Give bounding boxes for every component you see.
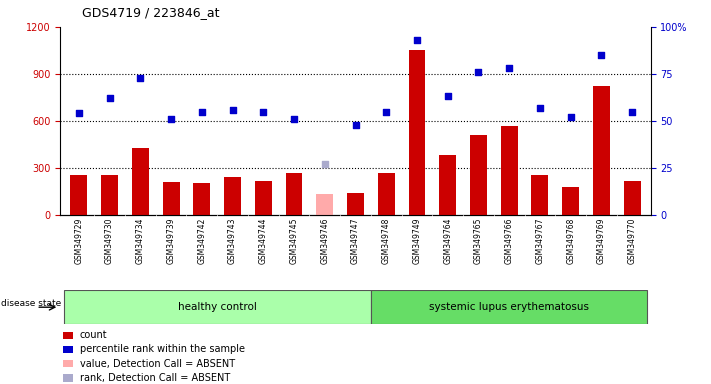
Bar <box>286 173 302 215</box>
Bar <box>347 193 364 215</box>
Bar <box>255 180 272 215</box>
Text: GSM349769: GSM349769 <box>597 217 606 264</box>
Point <box>503 65 515 71</box>
Bar <box>101 175 118 215</box>
Text: GSM349748: GSM349748 <box>382 217 391 264</box>
Bar <box>470 135 487 215</box>
Point <box>350 122 361 128</box>
Point <box>596 52 607 58</box>
Text: value, Detection Call = ABSENT: value, Detection Call = ABSENT <box>80 359 235 369</box>
Point <box>411 37 422 43</box>
Text: GSM349742: GSM349742 <box>198 217 206 264</box>
Bar <box>562 187 579 215</box>
Bar <box>132 147 149 215</box>
Point <box>380 109 392 115</box>
Bar <box>63 374 73 382</box>
Point <box>257 109 269 115</box>
Bar <box>193 183 210 215</box>
Bar <box>371 290 648 324</box>
Bar <box>63 290 371 324</box>
Text: percentile rank within the sample: percentile rank within the sample <box>80 344 245 354</box>
Text: GSM349766: GSM349766 <box>505 217 513 264</box>
Bar <box>224 177 241 215</box>
Text: disease state: disease state <box>1 299 61 308</box>
Point <box>104 95 115 101</box>
Text: GSM349730: GSM349730 <box>105 217 114 264</box>
Text: systemic lupus erythematosus: systemic lupus erythematosus <box>429 302 589 312</box>
Text: GSM349767: GSM349767 <box>535 217 545 264</box>
Bar <box>593 86 610 215</box>
Text: GSM349734: GSM349734 <box>136 217 145 264</box>
Point <box>473 69 484 75</box>
Point <box>289 116 300 122</box>
Point <box>319 161 331 167</box>
Text: GSM349764: GSM349764 <box>443 217 452 264</box>
Point <box>134 74 146 81</box>
Bar <box>531 175 548 215</box>
Text: count: count <box>80 330 107 340</box>
Text: GSM349746: GSM349746 <box>320 217 329 264</box>
Point <box>166 116 177 122</box>
Text: GSM349745: GSM349745 <box>289 217 299 264</box>
Bar <box>316 194 333 215</box>
Bar <box>63 332 73 339</box>
Text: GDS4719 / 223846_at: GDS4719 / 223846_at <box>82 6 219 19</box>
Text: GSM349747: GSM349747 <box>351 217 360 264</box>
Bar <box>70 175 87 215</box>
Text: GSM349770: GSM349770 <box>628 217 636 264</box>
Bar <box>378 173 395 215</box>
Bar <box>501 126 518 215</box>
Point <box>73 110 85 116</box>
Point <box>565 114 577 120</box>
Text: GSM349749: GSM349749 <box>412 217 422 264</box>
Text: GSM349744: GSM349744 <box>259 217 268 264</box>
Bar <box>63 360 73 367</box>
Bar <box>624 180 641 215</box>
Bar <box>439 156 456 215</box>
Point <box>227 107 238 113</box>
Text: healthy control: healthy control <box>178 302 257 312</box>
Bar <box>63 346 73 353</box>
Text: GSM349743: GSM349743 <box>228 217 237 264</box>
Point <box>626 109 638 115</box>
Text: GSM349739: GSM349739 <box>166 217 176 264</box>
Text: rank, Detection Call = ABSENT: rank, Detection Call = ABSENT <box>80 373 230 383</box>
Bar <box>409 50 425 215</box>
Text: GSM349729: GSM349729 <box>75 217 83 264</box>
Text: GSM349765: GSM349765 <box>474 217 483 264</box>
Text: GSM349768: GSM349768 <box>566 217 575 264</box>
Bar <box>163 182 180 215</box>
Point <box>196 109 208 115</box>
Point <box>442 93 454 99</box>
Point <box>534 105 545 111</box>
